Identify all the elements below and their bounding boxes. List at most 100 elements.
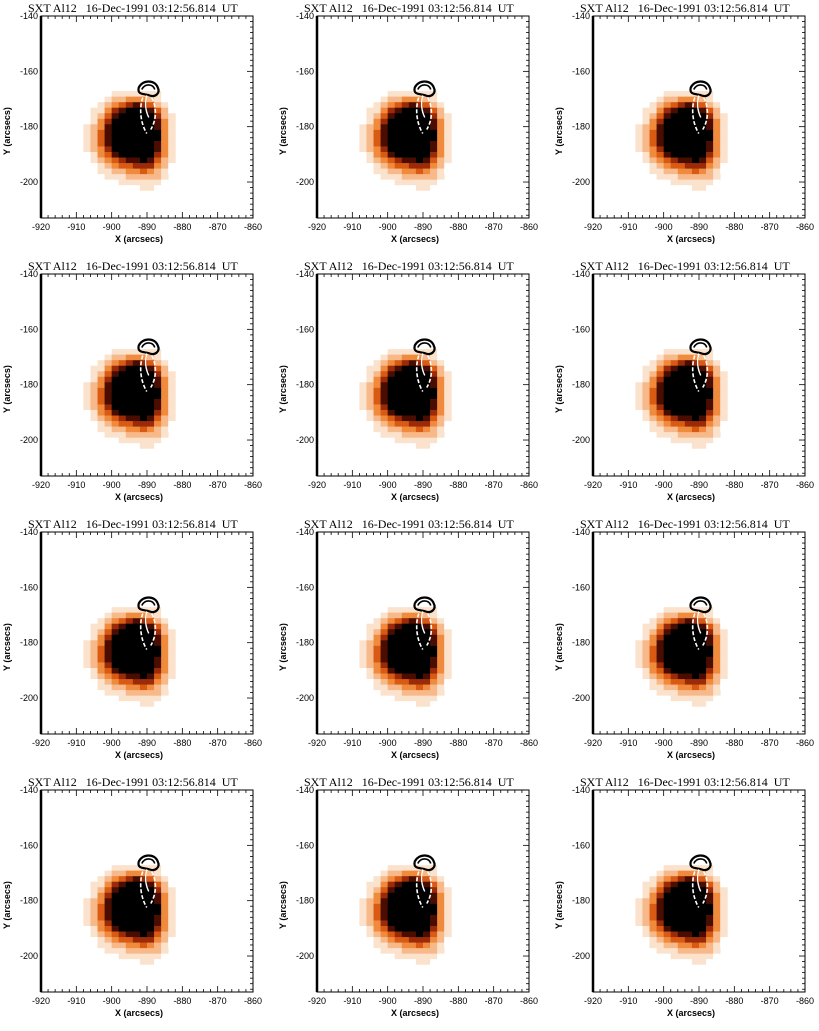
x-tick-label: -880 xyxy=(173,222,191,232)
x-tick-label: -860 xyxy=(244,738,262,748)
panel-title: SXT Al12 16-Dec-1991 03:12:56.814 UT xyxy=(304,1,514,15)
y-tick-label: -140 xyxy=(20,269,38,279)
y-tick-label: -160 xyxy=(296,582,314,592)
x-tick-label: -870 xyxy=(761,996,779,1006)
sxt-image xyxy=(76,859,176,971)
x-tick-label: -860 xyxy=(244,996,262,1006)
y-tick-label: -140 xyxy=(296,269,314,279)
x-tick-label: -920 xyxy=(584,222,602,232)
x-tick-label: -880 xyxy=(173,480,191,490)
sxt-panel: SXT Al12 16-Dec-1991 03:12:56.814 UT -920… xyxy=(552,516,819,773)
x-tick-label: -880 xyxy=(725,738,743,748)
axis-ticks xyxy=(592,15,806,218)
x-tick-label: -910 xyxy=(343,222,361,232)
x-tick-label: -890 xyxy=(414,996,432,1006)
panel-title: SXT Al12 16-Dec-1991 03:12:56.814 UT xyxy=(304,775,514,789)
x-axis-label: X (arcsecs) xyxy=(115,492,163,502)
y-axis-label: Y (arcsecs) xyxy=(2,881,12,929)
axis-ticks xyxy=(316,15,530,218)
sxt-image xyxy=(628,343,728,455)
y-tick-label: -160 xyxy=(296,324,314,334)
x-tick-label: -910 xyxy=(343,480,361,490)
x-tick-label: -920 xyxy=(308,738,326,748)
y-tick-label: -200 xyxy=(20,435,38,445)
sxt-panel: SXT Al12 16-Dec-1991 03:12:56.814 UT -920… xyxy=(276,774,549,1031)
y-tick-label: -180 xyxy=(296,122,314,132)
panel-plot: SXT Al12 16-Dec-1991 03:12:56.814 UT -920… xyxy=(278,259,538,502)
y-tick-label: -180 xyxy=(20,122,38,132)
sxt-image xyxy=(352,343,452,455)
contour-overlay xyxy=(137,596,160,650)
panel-plot: SXT Al12 16-Dec-1991 03:12:56.814 UT -920… xyxy=(2,1,262,244)
panel-title: SXT Al12 16-Dec-1991 03:12:56.814 UT xyxy=(28,517,238,531)
x-axis-label: X (arcsecs) xyxy=(667,750,715,760)
sxt-image xyxy=(352,859,452,971)
x-tick-label: -880 xyxy=(725,222,743,232)
x-axis-label: X (arcsecs) xyxy=(391,234,439,244)
sxt-panel: SXT Al12 16-Dec-1991 03:12:56.814 UT -920… xyxy=(552,0,819,257)
panel-title: SXT Al12 16-Dec-1991 03:12:56.814 UT xyxy=(28,775,238,789)
y-tick-label: -140 xyxy=(572,269,590,279)
y-axis-label: Y (arcsecs) xyxy=(2,107,12,155)
y-tick-label: -180 xyxy=(572,896,590,906)
contour-overlay xyxy=(689,854,712,908)
x-tick-label: -860 xyxy=(520,480,538,490)
x-tick-label: -900 xyxy=(655,480,673,490)
x-tick-label: -880 xyxy=(725,480,743,490)
axis-ticks xyxy=(40,789,254,992)
y-axis-label: Y (arcsecs) xyxy=(554,623,564,671)
contour-overlay xyxy=(413,596,436,650)
x-tick-label: -910 xyxy=(619,480,637,490)
contour-overlay xyxy=(137,80,160,134)
axis-ticks xyxy=(592,789,806,992)
panel-plot: SXT Al12 16-Dec-1991 03:12:56.814 UT -920… xyxy=(2,259,262,502)
y-tick-label: -160 xyxy=(572,324,590,334)
x-tick-label: -900 xyxy=(379,996,397,1006)
x-tick-label: -890 xyxy=(690,738,708,748)
panel-plot: SXT Al12 16-Dec-1991 03:12:56.814 UT -920… xyxy=(278,775,538,1018)
x-axis-label: X (arcsecs) xyxy=(115,234,163,244)
y-axis-label: Y (arcsecs) xyxy=(2,365,12,413)
sxt-image xyxy=(352,601,452,713)
panel-title: SXT Al12 16-Dec-1991 03:12:56.814 UT xyxy=(580,1,790,15)
contour-overlay xyxy=(137,854,160,908)
x-tick-label: -860 xyxy=(520,738,538,748)
contour-overlay xyxy=(413,338,436,392)
x-tick-label: -910 xyxy=(67,480,85,490)
x-tick-label: -890 xyxy=(414,738,432,748)
y-tick-label: -160 xyxy=(572,582,590,592)
x-tick-label: -870 xyxy=(761,222,779,232)
y-tick-label: -200 xyxy=(20,693,38,703)
y-axis-label: Y (arcsecs) xyxy=(278,623,288,671)
y-tick-label: -160 xyxy=(20,324,38,334)
sxt-panel: SXT Al12 16-Dec-1991 03:12:56.814 UT -920… xyxy=(0,0,273,257)
x-tick-label: -880 xyxy=(173,738,191,748)
x-tick-label: -860 xyxy=(244,222,262,232)
x-tick-label: -880 xyxy=(449,480,467,490)
x-tick-label: -920 xyxy=(32,738,50,748)
panel-title: SXT Al12 16-Dec-1991 03:12:56.814 UT xyxy=(580,775,790,789)
sxt-panel: SXT Al12 16-Dec-1991 03:12:56.814 UT -920… xyxy=(0,774,273,1031)
x-axis-label: X (arcsecs) xyxy=(391,750,439,760)
x-tick-label: -920 xyxy=(308,222,326,232)
x-tick-label: -900 xyxy=(379,480,397,490)
x-tick-label: -920 xyxy=(584,996,602,1006)
contour-overlay xyxy=(689,338,712,392)
y-tick-label: -160 xyxy=(20,582,38,592)
x-tick-label: -910 xyxy=(67,738,85,748)
y-tick-label: -140 xyxy=(296,785,314,795)
sxt-image xyxy=(628,601,728,713)
x-tick-label: -860 xyxy=(796,222,814,232)
x-tick-label: -900 xyxy=(103,996,121,1006)
contour-overlay xyxy=(689,596,712,650)
y-tick-label: -200 xyxy=(572,177,590,187)
axis-ticks xyxy=(316,531,530,734)
sxt-panel: SXT Al12 16-Dec-1991 03:12:56.814 UT -920… xyxy=(0,516,273,773)
y-tick-label: -180 xyxy=(572,638,590,648)
y-tick-label: -200 xyxy=(572,693,590,703)
x-tick-label: -870 xyxy=(485,996,503,1006)
x-tick-label: -890 xyxy=(690,480,708,490)
sxt-image xyxy=(352,85,452,197)
y-tick-label: -160 xyxy=(20,840,38,850)
y-tick-label: -160 xyxy=(296,66,314,76)
